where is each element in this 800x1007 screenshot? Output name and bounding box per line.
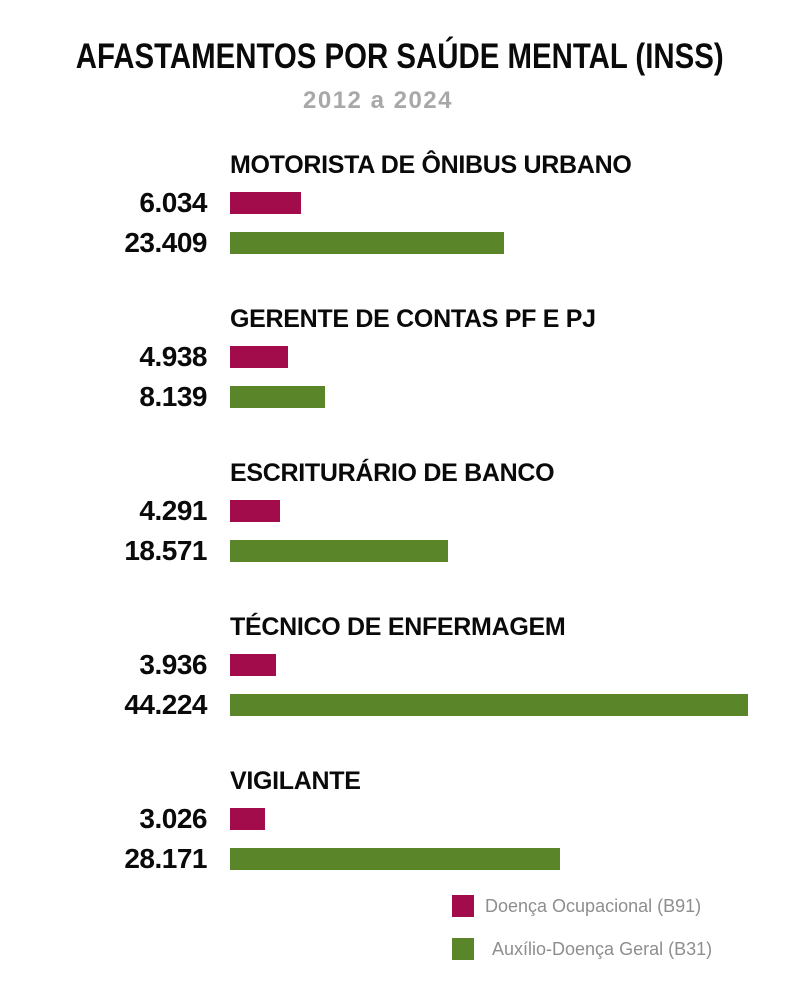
occupation-group: GERENTE DE CONTAS PF E PJ 4.938 8.139 [0,305,800,412]
bar-b91 [230,654,276,676]
bar-value-b31: 23.409 [124,227,207,258]
legend-label-b91: Doença Ocupacional (B91) [485,896,702,916]
bar-b91 [230,808,265,830]
chart-title: AFASTAMENTOS POR SAÚDE MENTAL (INSS) [0,37,800,76]
occupation-title: GERENTE DE CONTAS PF E PJ [230,305,596,333]
bar-row-b91: 3.936 [0,649,800,680]
legend-item-b91: Doença Ocupacional (B91) [452,895,800,917]
b91-color-swatch [452,895,474,917]
legend-item-b31: Auxílio-Doença Geral (B31) [452,938,800,960]
bar-value-b31: 28.171 [124,843,207,874]
bar-b31 [230,232,504,254]
legend-label-b31: Auxílio-Doença Geral (B31) [492,939,713,959]
bar-value-b91: 6.034 [139,187,207,218]
chart-groups: MOTORISTA DE ÔNIBUS URBANO 6.034 23.409 … [0,151,800,874]
chart-subtitle: 2012 a 2024 [303,87,453,114]
b31-color-swatch [452,938,474,960]
occupation-title: MOTORISTA DE ÔNIBUS URBANO [230,151,632,179]
bar-b31 [230,386,325,408]
bar-row-b91: 4.938 [0,341,800,372]
chart-title-text: AFASTAMENTOS POR SAÚDE MENTAL (INSS) [76,37,724,76]
bar-b91 [230,500,280,522]
bar-value-b91: 4.291 [139,495,207,526]
bar-b91 [230,346,288,368]
occupation-group: VIGILANTE 3.026 28.171 [0,767,800,874]
bar-row-b31: 18.571 [0,535,800,566]
occupation-group: MOTORISTA DE ÔNIBUS URBANO 6.034 23.409 [0,151,800,258]
bar-row-b31: 28.171 [0,843,800,874]
occupation-title: TÉCNICO DE ENFERMAGEM [230,613,566,641]
occupation-group: TÉCNICO DE ENFERMAGEM 3.936 44.224 [0,613,800,720]
occupation-group: ESCRITURÁRIO DE BANCO 4.291 18.571 [0,459,800,566]
bar-value-b31: 44.224 [124,689,207,720]
bar-value-b91: 4.938 [139,341,207,372]
bar-row-b91: 6.034 [0,187,800,218]
bar-value-b31: 18.571 [124,535,207,566]
bar-value-b91: 3.026 [139,803,207,834]
bar-row-b31: 8.139 [0,381,800,412]
bar-b31 [230,694,748,716]
bar-b91 [230,192,301,214]
bar-row-b31: 23.409 [0,227,800,258]
bar-row-b91: 3.026 [0,803,800,834]
bar-row-b31: 44.224 [0,689,800,720]
bar-value-b91: 3.936 [139,649,207,680]
bar-b31 [230,848,560,870]
legend: Doença Ocupacional (B91) Auxílio-Doença … [452,895,800,960]
occupation-title: ESCRITURÁRIO DE BANCO [230,459,555,487]
occupation-title: VIGILANTE [230,767,361,795]
bar-row-b91: 4.291 [0,495,800,526]
bar-b31 [230,540,448,562]
bar-value-b31: 8.139 [139,381,207,412]
